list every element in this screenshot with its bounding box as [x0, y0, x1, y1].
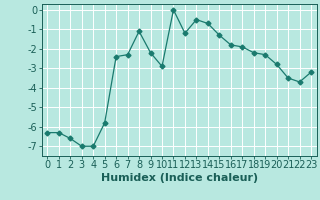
X-axis label: Humidex (Indice chaleur): Humidex (Indice chaleur)	[100, 173, 258, 183]
